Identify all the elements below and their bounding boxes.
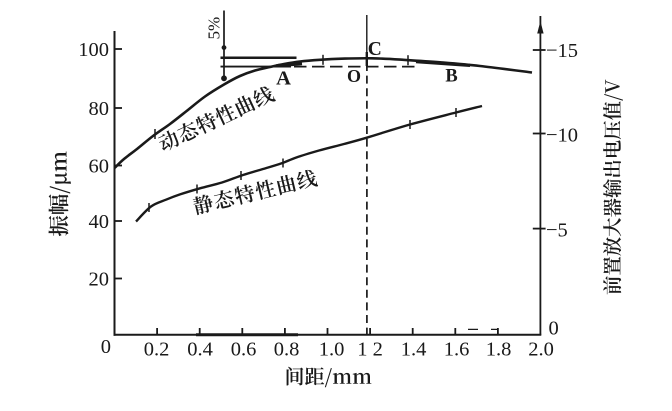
svg-text:0: 0 xyxy=(101,336,111,358)
svg-text:100: 100 xyxy=(78,39,109,61)
svg-text:0.6: 0.6 xyxy=(231,338,257,360)
svg-text:1 2: 1 2 xyxy=(357,338,383,360)
svg-text:2.0: 2.0 xyxy=(528,338,554,360)
svg-text:A: A xyxy=(276,68,291,90)
svg-text:1.4: 1.4 xyxy=(401,338,427,360)
svg-text:80: 80 xyxy=(89,98,110,120)
svg-text:0.8: 0.8 xyxy=(274,338,300,360)
svg-text:1.0: 1.0 xyxy=(319,338,345,360)
svg-text:O: O xyxy=(347,66,361,86)
svg-text:1.6: 1.6 xyxy=(444,338,470,360)
svg-text:5%: 5% xyxy=(205,17,224,40)
svg-text:0.4: 0.4 xyxy=(187,338,213,360)
svg-text:−5: −5 xyxy=(546,220,568,242)
svg-text:40: 40 xyxy=(89,211,110,233)
svg-text:C: C xyxy=(368,39,382,60)
svg-text:0.2: 0.2 xyxy=(144,338,170,360)
svg-text:1.8: 1.8 xyxy=(486,338,512,360)
svg-text:−10: −10 xyxy=(546,125,578,147)
svg-text:0: 0 xyxy=(549,318,559,340)
svg-text:−15: −15 xyxy=(546,40,578,62)
svg-text:60: 60 xyxy=(89,156,110,178)
svg-text:B: B xyxy=(445,67,457,87)
svg-text:20: 20 xyxy=(89,269,110,291)
